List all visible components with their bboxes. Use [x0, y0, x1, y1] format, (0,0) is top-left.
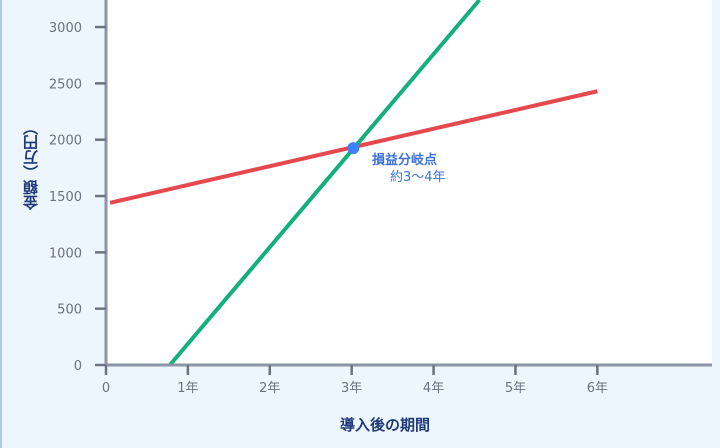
y-tick-label: 500: [57, 303, 82, 318]
series-line-1: [168, 0, 481, 365]
y-axis-label: 金額（万円）: [22, 120, 40, 210]
y-tick-label: 2000: [49, 134, 82, 149]
break-even-point: [347, 142, 360, 155]
y-tick-label: 0: [74, 359, 82, 374]
y-tick-label: 3000: [49, 21, 82, 36]
break-even-label: 損益分岐点: [372, 153, 438, 168]
y-tick-label: 1500: [49, 190, 82, 205]
break-even-range: 約3〜4年: [390, 170, 446, 185]
x-tick-label: 2年: [259, 381, 280, 396]
x-tick-label: 1年: [177, 381, 198, 396]
x-axis-label: 導入後の期間: [340, 416, 431, 434]
x-tick-label: 0: [102, 381, 110, 396]
y-tick-label: 1000: [49, 246, 82, 261]
x-tick-label: 3年: [341, 381, 362, 396]
y-tick-label: 2500: [49, 77, 82, 92]
x-tick-label: 4年: [423, 381, 444, 396]
x-tick-label: 5年: [505, 381, 526, 396]
x-tick-label: 6年: [587, 381, 608, 396]
